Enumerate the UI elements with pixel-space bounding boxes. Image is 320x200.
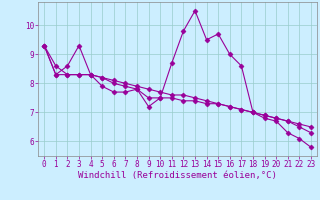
X-axis label: Windchill (Refroidissement éolien,°C): Windchill (Refroidissement éolien,°C) xyxy=(78,171,277,180)
